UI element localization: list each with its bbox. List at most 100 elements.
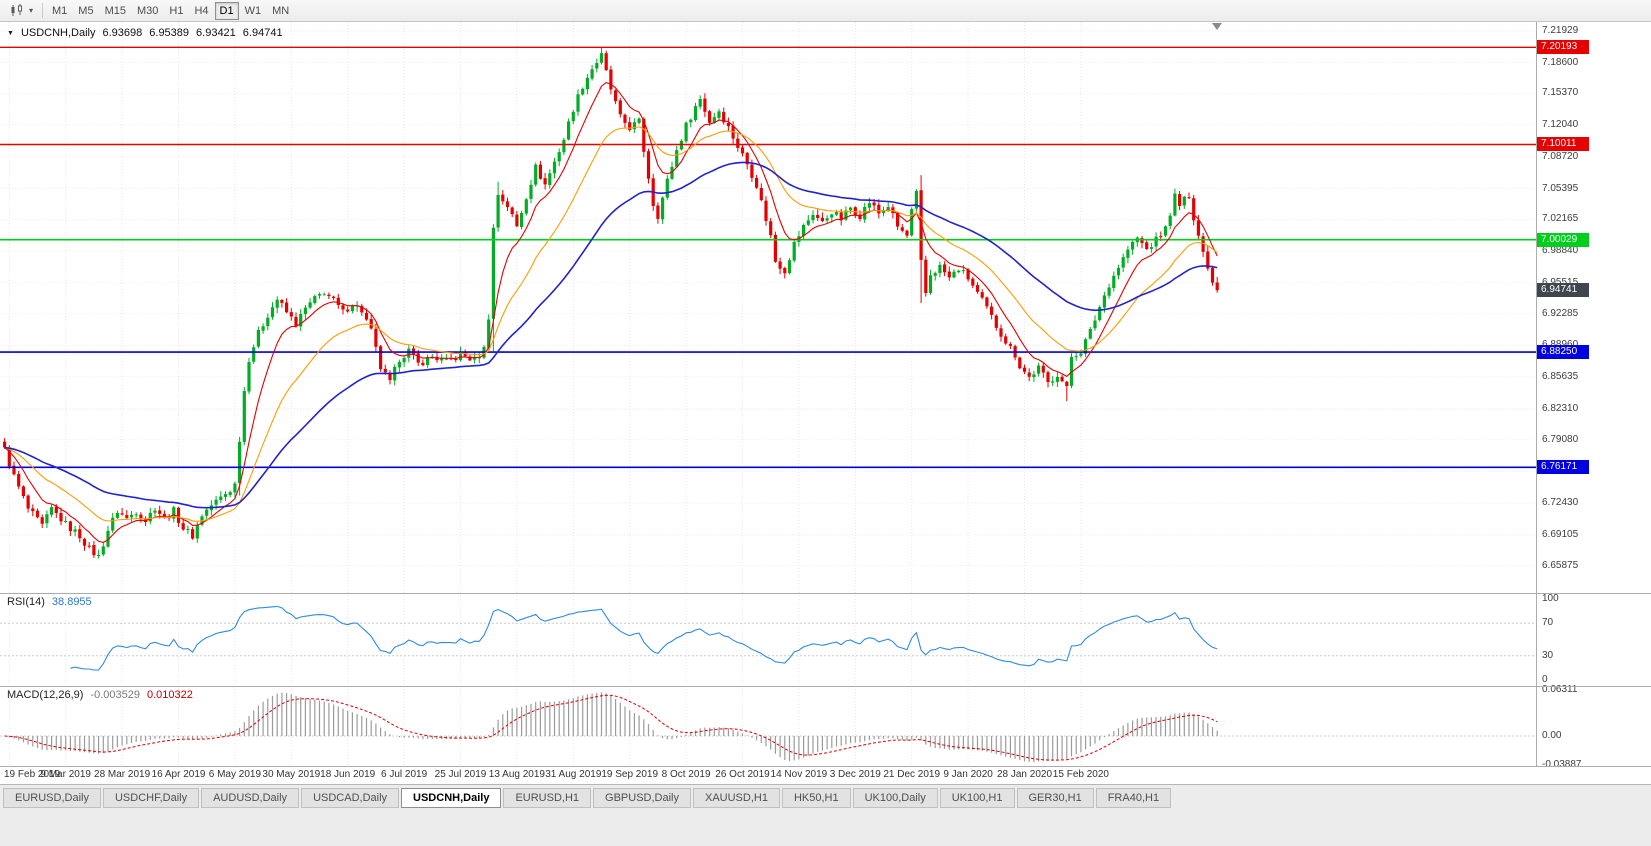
chart-tab-uk100-h1[interactable]: UK100,H1 <box>939 788 1015 808</box>
timeframe-button-W1[interactable]: W1 <box>244 4 262 17</box>
price-axis-label: 6.79080 <box>1542 433 1579 445</box>
panel-separator <box>0 766 1651 767</box>
macd-canvas[interactable] <box>0 686 1536 766</box>
date-axis-label: 6 May 2019 <box>208 769 262 780</box>
macd-signal-value: 0.010322 <box>146 689 193 701</box>
date-axis-label: 31 Aug 2019 <box>545 769 602 780</box>
macd-main-value: -0.003529 <box>90 689 140 701</box>
chart-tab-ger30-h1[interactable]: GER30,H1 <box>1016 788 1094 808</box>
price-axis-label: 7.05395 <box>1542 182 1579 194</box>
chevron-down-icon: ▾ <box>29 5 34 15</box>
timeframe-button-M30[interactable]: M30 <box>136 4 159 17</box>
chart-tab-bar: EURUSD,Daily USDCHF,Daily AUDUSD,Daily USDC… <box>0 784 1651 846</box>
price-axis-border <box>1536 22 1537 766</box>
rsi-line <box>70 605 1218 671</box>
price-axis-label: 6.65875 <box>1542 559 1579 571</box>
price-axis-label: 7.12040 <box>1542 119 1579 131</box>
timeframe-button-M15[interactable]: M15 <box>104 4 126 17</box>
price-axis-label: 7.08720 <box>1542 150 1579 162</box>
date-axis-label: 18 Jun 2019 <box>320 769 376 780</box>
toolbar-separator <box>42 3 44 18</box>
chart-symbol-period: USDCNH,Daily <box>20 27 96 39</box>
price-line-tag: 7.00029 <box>1537 232 1589 247</box>
macd-axis-label: 0.06311 <box>1542 683 1578 695</box>
chart-tab-gbpusd-daily[interactable]: GBPUSD,Daily <box>593 788 691 808</box>
rsi-canvas[interactable] <box>0 593 1536 686</box>
charts-menu-button[interactable]: ▾ <box>4 2 38 19</box>
chart-shift-marker[interactable] <box>1212 23 1222 30</box>
ohlc-high: 6.95389 <box>149 27 190 39</box>
chart-tab-hk50-h1[interactable]: HK50,H1 <box>781 788 851 808</box>
timeframe-button-M5[interactable]: M5 <box>78 4 94 17</box>
date-axis-label: 25 Jul 2019 <box>434 769 487 780</box>
main-chart-canvas[interactable] <box>0 22 1536 593</box>
collapse-caret-icon[interactable]: ▼ <box>7 29 14 37</box>
rsi-axis-label: 30 <box>1542 649 1554 661</box>
ma-mid-line <box>4 126 1218 522</box>
date-axis-label: 19 Sep 2019 <box>601 769 659 780</box>
macd-axis-label: -0.03887 <box>1542 758 1582 770</box>
bid-price-tag: 6.94741 <box>1537 283 1589 298</box>
price-axis-label: 6.92285 <box>1542 307 1579 319</box>
date-axis-label: 3 Dec 2019 <box>829 769 881 780</box>
rsi-panel-header: RSI(14) 38.8955 <box>7 596 92 608</box>
timeframe-button-MN[interactable]: MN <box>272 4 290 17</box>
timeframe-button-H4[interactable]: H4 <box>194 4 209 17</box>
date-axis-label: 13 Aug 2019 <box>488 769 545 780</box>
price-axis-label: 6.88960 <box>1542 339 1578 351</box>
price-line-tag: 6.88250 <box>1537 345 1589 360</box>
price-axis[interactable]: 7.21929 7.18600 7.15370 7.12040 7.08720 7.053… <box>1537 22 1651 770</box>
chart-tab-uk100-daily[interactable]: UK100,Daily <box>852 788 938 808</box>
price-axis-label: 6.95515 <box>1542 277 1578 289</box>
ohlc-open: 6.93698 <box>102 27 143 39</box>
chart-tab-eurusd-daily[interactable]: EURUSD,Daily <box>3 788 101 808</box>
date-axis-label: 26 Oct 2019 <box>715 769 770 780</box>
panel-separator[interactable] <box>0 686 1651 687</box>
timeframe-toolbar: ▾ M1 M5 M15 M30 H1 H4 D1 W1 MN <box>0 0 1651 22</box>
rsi-title: RSI(14) <box>7 596 45 608</box>
price-axis-label: 6.72430 <box>1542 497 1579 509</box>
panel-separator[interactable] <box>0 593 1651 594</box>
date-axis-label: 9 Mar 2019 <box>40 769 91 780</box>
rsi-axis-label: 70 <box>1542 617 1554 629</box>
date-axis-label: 28 Jan 2020 <box>996 769 1053 780</box>
date-axis-label: 6 Jul 2019 <box>381 769 428 780</box>
timeframe-button-H1[interactable]: H1 <box>169 4 184 17</box>
chart-tab-usdcad-daily[interactable]: USDCAD,Daily <box>301 788 400 808</box>
date-axis-label: 30 May 2019 <box>262 769 321 780</box>
candlestick-chart-icon <box>11 4 22 16</box>
price-line-tag: 7.10011 <box>1537 137 1589 152</box>
chart-tab-usdchf-daily[interactable]: USDCHF,Daily <box>102 788 200 808</box>
chart-tab-fra40-h1[interactable]: FRA40,H1 <box>1095 788 1172 808</box>
timeframe-button-D1[interactable]: D1 <box>214 1 239 20</box>
macd-title: MACD(12,26,9) <box>7 689 84 701</box>
chart-tab-usdcnh-daily[interactable]: USDCNH,Daily <box>401 788 502 808</box>
macd-signal-line <box>4 694 1218 761</box>
date-axis-label: 16 Apr 2019 <box>151 769 206 780</box>
date-axis-label: 15 Feb 2020 <box>1052 769 1109 780</box>
ohlc-low: 6.93421 <box>196 27 236 39</box>
price-axis-label: 7.15370 <box>1542 87 1579 99</box>
price-axis-label: 6.69105 <box>1542 528 1579 540</box>
rsi-axis-label: 100 <box>1542 593 1559 604</box>
price-line-tag: 7.20193 <box>1537 40 1589 55</box>
price-axis-label: 7.18600 <box>1542 56 1579 68</box>
date-axis-label: 28 Mar 2019 <box>94 769 151 780</box>
chart-ohlc-header: ▼ USDCNH,Daily 6.93698 6.95389 6.93421 6… <box>7 27 283 39</box>
chart-tab-audusd-daily[interactable]: AUDUSD,Daily <box>201 788 300 808</box>
date-axis-label: 21 Dec 2019 <box>883 769 941 780</box>
time-axis[interactable]: 19 Feb 2019 9 Mar 2019 28 Mar 2019 16 Apr 2… <box>0 766 1536 784</box>
macd-panel-header: MACD(12,26,9) -0.003529 0.010322 <box>7 689 193 701</box>
timeframe-button-M1[interactable]: M1 <box>52 4 68 17</box>
chart-tab-xauusd-h1[interactable]: XAUUSD,H1 <box>692 788 780 808</box>
rsi-value: 38.8955 <box>51 596 92 608</box>
price-axis-label: 6.85635 <box>1542 371 1579 383</box>
date-axis-label: 8 Oct 2019 <box>661 769 711 780</box>
ohlc-close: 6.94741 <box>242 27 283 39</box>
ma-slow-line <box>4 161 1218 509</box>
ma-fast-line <box>4 81 1218 543</box>
candlesticks <box>3 47 1219 559</box>
chart-tab-eurusd-h1[interactable]: EURUSD,H1 <box>503 788 592 808</box>
price-axis-label: 6.82310 <box>1542 402 1579 414</box>
